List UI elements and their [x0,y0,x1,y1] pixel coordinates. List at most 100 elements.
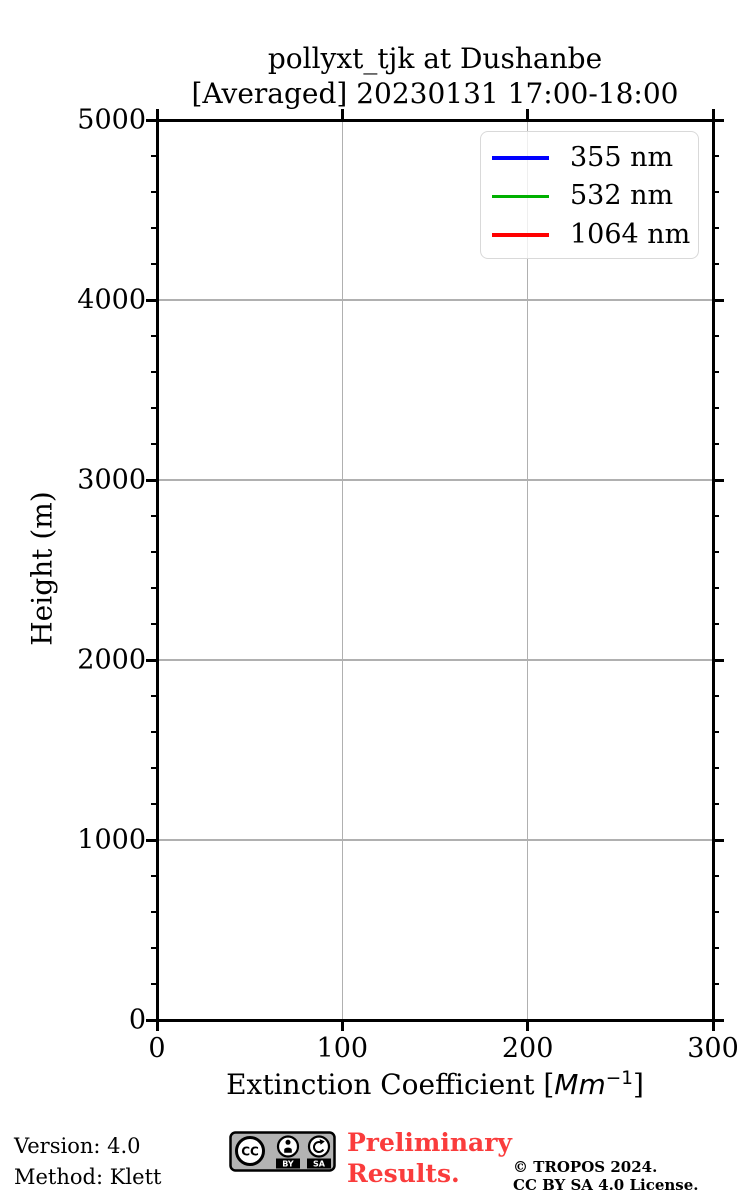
y-minor-tick-left [151,335,157,337]
version-label: Version: 4.0 [14,1134,141,1158]
y-minor-tick-right [713,947,719,949]
x-axis-label-exponent: −1 [605,1068,633,1089]
x-major-tick-top [711,109,715,120]
y-minor-tick-right [713,515,719,517]
y-minor-tick-right [713,551,719,553]
y-minor-tick-right [713,335,719,337]
x-tick-label: 0 [148,1033,166,1064]
cc-sa-label: SA [313,1160,326,1169]
x-axis-label: Extinction Coefficient [Mm−1] [157,1068,713,1101]
y-minor-tick-right [713,911,719,913]
y-gridline [157,659,713,661]
y-major-tick-right [713,658,724,662]
y-tick-label: 1000 [77,824,146,856]
legend-swatch-355nm [492,156,549,160]
y-major-tick-left [146,478,157,482]
y-major-tick-right [713,118,724,122]
cc-by-person-icon [276,1135,300,1169]
legend-item: 532 nm [481,182,698,210]
y-minor-tick-left [151,947,157,949]
y-minor-tick-left [151,803,157,805]
y-minor-tick-left [151,191,157,193]
y-minor-tick-right [713,371,719,373]
copyright-line1: © TROPOS 2024. [513,1158,658,1176]
x-gridline [526,120,529,1020]
cc-logo-icon [235,1136,265,1166]
y-major-tick-left [146,658,157,662]
y-minor-tick-left [151,983,157,985]
y-minor-tick-left [151,407,157,409]
x-major-tick-bottom [155,1020,159,1031]
y-minor-tick-left [151,443,157,445]
y-minor-tick-left [151,911,157,913]
legend-item: 355 nm [481,144,698,172]
legend-label: 1064 nm [570,218,691,250]
y-major-tick-left [146,298,157,302]
x-tick-label: 300 [687,1033,739,1064]
y-minor-tick-left [151,731,157,733]
legend-swatch-532nm [492,194,549,199]
y-gridline [157,299,713,301]
y-minor-tick-right [713,695,719,697]
y-major-tick-right [713,478,724,482]
cc-by-label: BY [282,1160,294,1169]
y-minor-tick-left [151,551,157,553]
y-minor-tick-right [713,263,719,265]
chart-title-line2: [Averaged] 20230131 17:00-18:00 [191,77,679,110]
y-minor-tick-right [713,803,719,805]
y-major-tick-right [713,1018,724,1022]
x-axis-label-suffix: ] [632,1068,644,1102]
x-major-tick-bottom [340,1020,344,1031]
y-gridline [157,479,713,481]
y-minor-tick-left [151,263,157,265]
y-tick-label: 0 [128,1004,146,1036]
preliminary-note: Preliminary Results. [347,1127,512,1189]
y-minor-tick-right [713,587,719,589]
y-minor-tick-right [713,767,719,769]
x-tick-label: 200 [501,1033,554,1064]
x-major-tick-bottom [526,1020,530,1031]
y-minor-tick-left [151,227,157,229]
cc-sa-arrow-icon [307,1135,331,1169]
y-tick-label: 3000 [77,464,146,496]
preliminary-line2: Results. [347,1159,460,1188]
y-minor-tick-right [713,875,719,877]
x-major-tick-top [526,109,530,120]
version-method-note: Version: 4.0 Method: Klett [14,1131,161,1193]
legend: 355 nm 532 nm 1064 nm [480,131,699,259]
y-minor-tick-right [713,983,719,985]
y-minor-tick-right [713,623,719,625]
y-minor-tick-left [151,587,157,589]
y-minor-tick-left [151,155,157,157]
y-minor-tick-right [713,731,719,733]
legend-label: 532 nm [570,180,674,212]
plot-frame [155,118,715,1022]
legend-label: 355 nm [570,142,674,174]
chart-title-line1: pollyxt_tjk at Dushanbe [267,42,603,75]
y-major-tick-right [713,298,724,302]
y-tick-label: 5000 [77,104,146,136]
y-minor-tick-left [151,695,157,697]
legend-swatch-1064nm [492,233,549,237]
y-minor-tick-left [151,515,157,517]
y-major-tick-left [146,1018,157,1022]
cc-by-sa-badge: CC BY SA [229,1131,336,1176]
x-major-tick-bottom [711,1020,715,1031]
x-major-tick-top [155,109,159,120]
x-axis-label-text: Extinction Coefficient [ [226,1068,555,1102]
y-major-tick-left [146,838,157,842]
y-minor-tick-right [713,155,719,157]
x-axis-label-unit: Mm [554,1068,606,1102]
y-axis-label: Height (m) [25,491,59,646]
y-minor-tick-left [151,767,157,769]
y-minor-tick-right [713,407,719,409]
cc-badge-graphic: CC BY SA [229,1131,336,1172]
legend-item: 1064 nm [481,218,698,250]
y-minor-tick-left [151,371,157,373]
y-major-tick-right [713,838,724,842]
y-tick-label: 4000 [77,284,146,316]
y-gridline [157,839,713,841]
copyright-note: © TROPOS 2024. CC BY SA 4.0 License. [513,1158,699,1194]
y-major-tick-left [146,118,157,122]
